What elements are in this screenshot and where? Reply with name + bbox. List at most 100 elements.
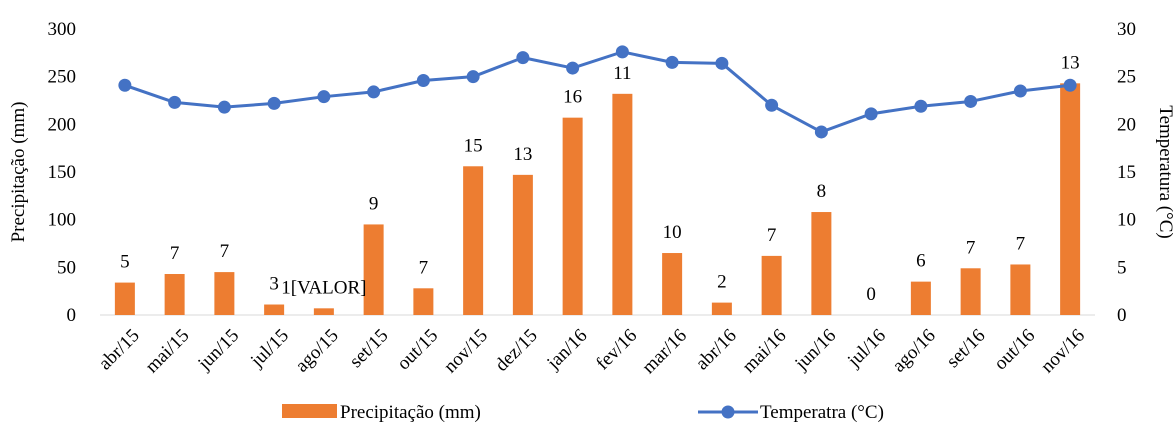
bar-set/16 xyxy=(960,268,981,315)
legend-temperature-label: Temperatra (°C) xyxy=(760,402,884,423)
right-tick-label: 20 xyxy=(1117,114,1136,135)
x-tick-label: jun/15 xyxy=(193,325,243,375)
bar-label-fev/16: 11 xyxy=(613,63,631,84)
bar-label-set/16: 7 xyxy=(966,237,976,258)
left-tick-label: 0 xyxy=(67,305,77,326)
x-tick-label: abr/16 xyxy=(692,325,741,374)
left-tick-label: 50 xyxy=(57,257,76,278)
x-tick-label: nov/16 xyxy=(1037,325,1089,377)
bar-out/15 xyxy=(413,288,434,315)
temperature-point-fev/16 xyxy=(615,45,629,59)
bar-data-labels: 5 7 7 3 1[VALOR] 9 7 15 13 16 11 10 2 7 8 0 6 7 7 13 xyxy=(120,52,1080,305)
temperature-point-jan/16 xyxy=(566,61,580,75)
right-tick-label: 15 xyxy=(1117,162,1136,183)
x-tick-label: set/16 xyxy=(943,325,990,372)
bar-nov/16 xyxy=(1060,83,1081,315)
legend-temperature-swatch-marker xyxy=(721,405,735,419)
right-axis-title: Temperatura (°C) xyxy=(1155,105,1173,238)
bar-label-out/15: 7 xyxy=(419,257,429,278)
temperature-point-nov/16 xyxy=(1063,78,1077,92)
temperature-point-out/15 xyxy=(416,73,430,87)
bar-label-nov/15: 15 xyxy=(464,135,483,156)
temperature-point-nov/15 xyxy=(466,70,480,84)
left-axis-title: Precipitação (mm) xyxy=(8,102,29,243)
temperature-point-set/15 xyxy=(367,85,381,99)
bar-label-ago/16: 6 xyxy=(916,251,926,272)
right-tick-label: 0 xyxy=(1117,305,1127,326)
bar-label-jul/16: 0 xyxy=(866,284,876,305)
bar-set/15 xyxy=(363,224,384,315)
bar-label-out/16: 7 xyxy=(1016,233,1026,254)
bar-out/16 xyxy=(1010,264,1031,315)
legend-precipitation-swatch xyxy=(282,404,337,418)
x-tick-label: out/15 xyxy=(393,325,442,374)
bar-label-ago/15: 1[VALOR] xyxy=(281,277,366,298)
bar-mai/15 xyxy=(164,274,185,315)
temperature-point-mai/15 xyxy=(168,95,182,109)
temperature-line-group xyxy=(118,45,1077,139)
x-tick-label: fev/16 xyxy=(592,325,641,374)
temperature-point-out/16 xyxy=(1013,84,1027,98)
temperature-point-dez/15 xyxy=(516,51,530,65)
bar-label-dez/15: 13 xyxy=(513,144,532,165)
bar-label-jun/15: 7 xyxy=(220,241,230,262)
bar-label-abr/16: 2 xyxy=(717,272,727,293)
temperature-point-set/16 xyxy=(964,94,978,108)
bar-dez/15 xyxy=(512,174,533,315)
temperature-line xyxy=(124,50,1071,134)
bar-label-mai/16: 7 xyxy=(767,225,777,246)
right-tick-label: 30 xyxy=(1117,19,1136,40)
bar-jan/16 xyxy=(562,117,583,315)
temperature-point-abr/16 xyxy=(715,56,729,70)
left-tick-label: 100 xyxy=(48,210,77,231)
legend-precipitation-label: Precipitação (mm) xyxy=(340,402,481,423)
left-axis-ticks: 0 50 100 150 200 250 300 xyxy=(48,19,77,326)
right-tick-label: 25 xyxy=(1117,67,1136,88)
left-tick-label: 300 xyxy=(48,19,77,40)
bar-label-abr/15: 5 xyxy=(120,252,130,273)
bar-label-jun/16: 8 xyxy=(817,181,827,202)
x-tick-label: dez/15 xyxy=(491,325,542,376)
x-tick-label: nov/15 xyxy=(440,325,492,377)
x-tick-label: mar/16 xyxy=(638,325,691,378)
left-tick-label: 250 xyxy=(48,67,77,88)
temperature-point-jul/16 xyxy=(864,107,878,121)
left-tick-label: 150 xyxy=(48,162,77,183)
bar-ago/16 xyxy=(910,281,931,315)
bar-label-jul/15: 3 xyxy=(269,274,279,295)
precipitation-bars xyxy=(114,83,1081,316)
bar-nov/15 xyxy=(463,166,484,315)
temperature-point-ago/15 xyxy=(317,90,331,104)
bar-jul/15 xyxy=(264,304,285,315)
temperature-point-mai/16 xyxy=(765,98,779,112)
bar-label-jan/16: 16 xyxy=(563,87,582,108)
x-tick-label: out/16 xyxy=(990,325,1039,374)
x-tick-label: jul/16 xyxy=(843,325,890,372)
x-tick-label: jan/16 xyxy=(542,325,591,374)
bar-label-set/15: 9 xyxy=(369,193,379,214)
x-tick-label: mai/16 xyxy=(738,325,790,377)
bar-label-mai/15: 7 xyxy=(170,243,180,264)
temperature-point-jun/15 xyxy=(217,100,231,114)
x-tick-label: jun/16 xyxy=(790,325,840,375)
bar-abr/16 xyxy=(711,302,732,315)
temperature-point-mar/16 xyxy=(665,55,679,69)
temperature-point-jul/15 xyxy=(267,96,281,110)
bar-abr/15 xyxy=(114,282,135,315)
right-tick-label: 10 xyxy=(1117,210,1136,231)
temperature-point-ago/16 xyxy=(914,99,928,113)
temperature-point-abr/15 xyxy=(118,78,132,92)
bar-ago/15 xyxy=(313,308,334,315)
x-tick-label: abr/15 xyxy=(95,325,144,374)
bar-fev/16 xyxy=(612,93,633,316)
x-tick-label: ago/16 xyxy=(888,325,939,376)
x-tick-label: set/15 xyxy=(346,325,393,372)
right-tick-label: 5 xyxy=(1117,257,1127,278)
bar-jun/15 xyxy=(214,272,235,315)
bar-label-mar/16: 10 xyxy=(663,222,682,243)
left-tick-label: 200 xyxy=(48,114,77,135)
temperature-point-jun/16 xyxy=(814,125,828,139)
x-tick-label: jul/15 xyxy=(246,325,293,372)
